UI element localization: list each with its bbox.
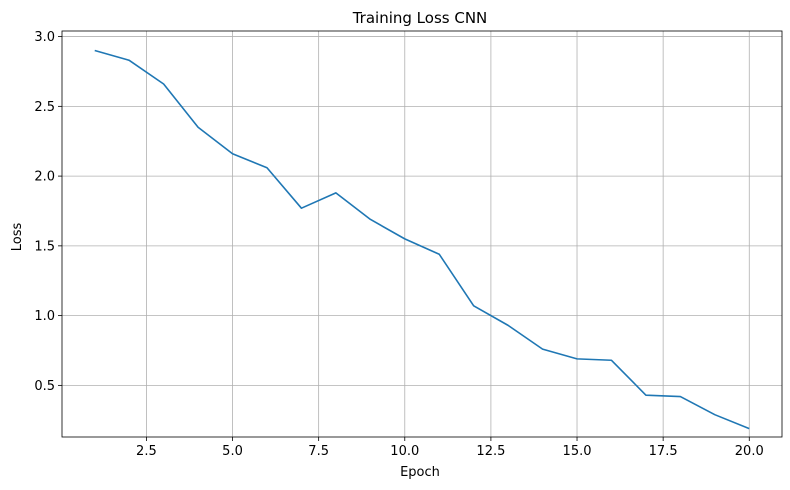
chart-title: Training Loss CNN bbox=[352, 9, 488, 27]
x-axis-title: Epoch bbox=[400, 465, 440, 480]
x-tick-label: 20.0 bbox=[735, 444, 764, 459]
x-tick-label: 2.5 bbox=[136, 444, 157, 459]
y-tick-label: 2.5 bbox=[34, 100, 55, 115]
plot-frame bbox=[61, 30, 783, 438]
y-tick-label: 2.0 bbox=[34, 170, 55, 185]
loss-line bbox=[94, 49, 750, 430]
y-tick-label: 3.0 bbox=[34, 30, 55, 45]
x-axis-ticks: 2.5 5.0 7.5 10.0 12.5 15.0 17.5 20.0 bbox=[136, 437, 764, 459]
x-tick-label: 10.0 bbox=[390, 444, 419, 459]
y-tick-label: 1.0 bbox=[34, 309, 55, 324]
y-tick-label: 1.5 bbox=[34, 239, 55, 254]
grid-lines bbox=[62, 31, 782, 437]
y-tick-label: 0.5 bbox=[34, 379, 55, 394]
x-tick-label: 5.0 bbox=[222, 444, 243, 459]
x-tick-label: 7.5 bbox=[308, 444, 329, 459]
series-group bbox=[94, 49, 750, 430]
x-tick-label: 15.0 bbox=[563, 444, 592, 459]
y-axis-ticks: 0.5 1.0 1.5 2.0 2.5 3.0 bbox=[34, 30, 62, 394]
y-axis-title: Loss bbox=[10, 223, 25, 252]
x-tick-label: 12.5 bbox=[476, 444, 505, 459]
x-tick-label: 17.5 bbox=[649, 444, 678, 459]
